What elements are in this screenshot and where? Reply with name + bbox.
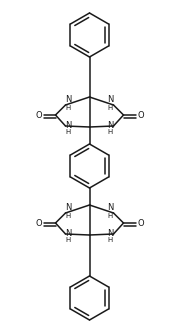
Text: H: H [108, 129, 113, 135]
Text: H: H [108, 105, 113, 111]
Text: H: H [66, 105, 71, 111]
Text: N: N [65, 95, 72, 105]
Text: H: H [108, 213, 113, 219]
Text: N: N [65, 120, 72, 129]
Text: N: N [65, 204, 72, 213]
Text: N: N [107, 95, 114, 105]
Text: H: H [108, 237, 113, 243]
Text: O: O [35, 218, 42, 227]
Text: O: O [35, 111, 42, 119]
Text: N: N [107, 120, 114, 129]
Text: O: O [137, 218, 144, 227]
Text: H: H [66, 129, 71, 135]
Text: O: O [137, 111, 144, 119]
Text: N: N [65, 228, 72, 238]
Text: N: N [107, 204, 114, 213]
Text: N: N [107, 228, 114, 238]
Text: H: H [66, 237, 71, 243]
Text: H: H [66, 213, 71, 219]
